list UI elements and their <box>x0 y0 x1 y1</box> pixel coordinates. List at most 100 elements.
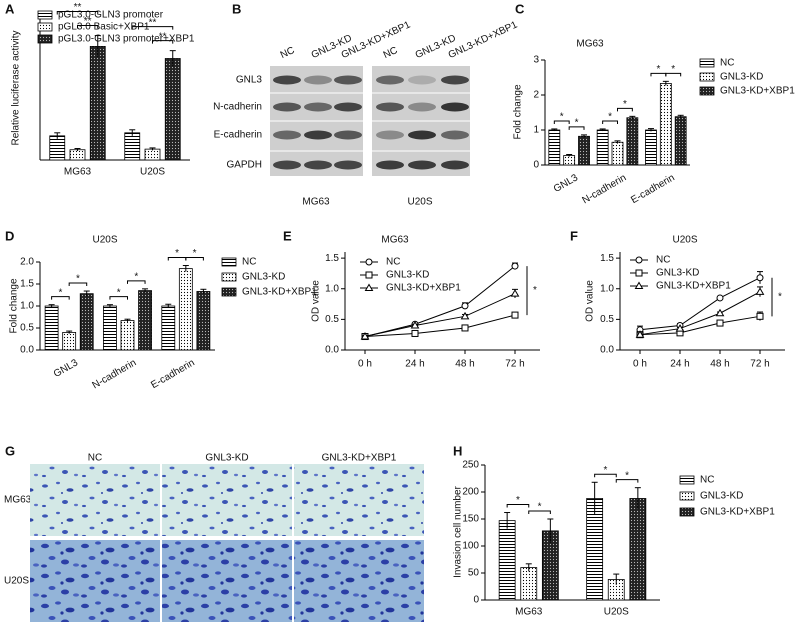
bar <box>645 129 657 166</box>
bar <box>49 135 66 161</box>
y-tick-label: 0.5 <box>325 314 339 325</box>
legend-marker <box>365 258 373 266</box>
band <box>334 130 362 140</box>
legend-label: GNL3-KD+XBP1 <box>242 287 317 298</box>
bar <box>178 268 193 351</box>
band <box>441 160 469 170</box>
line <box>639 291 761 336</box>
marker <box>461 324 469 332</box>
significance-label: * <box>603 465 607 476</box>
line <box>639 277 761 331</box>
y-axis-label: OD value <box>311 280 322 322</box>
band <box>304 75 332 85</box>
significance-label: * <box>538 502 542 513</box>
y-tick-label: 2 <box>533 90 539 101</box>
band <box>376 102 404 112</box>
bar <box>596 129 609 166</box>
y-tick-label: 1.5 <box>325 253 339 264</box>
significance-label: * <box>175 248 179 259</box>
significance-bracket <box>506 504 530 508</box>
band <box>334 160 362 170</box>
bar <box>498 520 516 601</box>
micrograph <box>162 540 292 622</box>
x-tick-label: N-cadherin <box>580 172 628 206</box>
legend-label: NC <box>242 257 256 268</box>
significance-label: ** <box>84 16 92 27</box>
legend-swatch <box>37 22 53 32</box>
x-tick-label: 72 h <box>505 359 524 370</box>
significance-label: * <box>58 287 62 298</box>
panel-letter: E <box>283 228 292 243</box>
marker <box>461 302 469 310</box>
legend-marker <box>635 256 643 264</box>
panel-letter: D <box>5 228 14 243</box>
y-tick-label: 3 <box>533 55 539 66</box>
significance-label: * <box>778 292 782 303</box>
bar <box>520 567 538 601</box>
micrograph <box>30 464 160 536</box>
line <box>639 315 761 336</box>
x-tick-label: U20S <box>604 607 629 618</box>
band <box>408 102 436 112</box>
bar <box>611 141 624 166</box>
legend-label: GNL3-KD <box>720 72 763 83</box>
lane-label: GNL3-KD+XBP1 <box>447 19 520 61</box>
marker <box>755 287 765 295</box>
y-tick-label: 0 <box>473 595 479 606</box>
y-axis-label: Fold change <box>9 278 20 333</box>
legend-label: GNL3-KD+XBP1 <box>386 283 461 294</box>
marker <box>635 330 645 338</box>
x-tick-label: E-cadherin <box>629 172 676 206</box>
band <box>334 102 362 112</box>
micrograph-panel: G <box>5 443 15 458</box>
bar <box>563 155 576 166</box>
significance-label: * <box>134 271 138 282</box>
band <box>273 102 301 112</box>
significance-bracket <box>152 40 174 44</box>
marker <box>360 332 370 340</box>
significance-label: * <box>533 285 537 296</box>
legend-swatch <box>679 507 695 517</box>
significance-bracket <box>617 107 633 112</box>
legend-label: pGL3.0-GLN3 promoter <box>58 10 164 21</box>
band <box>441 130 469 140</box>
micrograph <box>294 464 424 536</box>
band <box>376 130 404 140</box>
legend-swatch <box>221 272 237 282</box>
group-label: NC <box>88 453 102 464</box>
y-tick-label: 50 <box>468 568 480 579</box>
y-tick-label: 0.5 <box>600 314 614 325</box>
cell-line-label: MG63 <box>302 197 330 208</box>
y-tick-label: 1.5 <box>600 253 614 264</box>
significance-label: * <box>193 248 197 259</box>
significance-bracket <box>127 280 146 284</box>
band <box>441 102 469 112</box>
bar <box>124 132 141 161</box>
significance-bracket <box>602 120 618 124</box>
panel-letter: B <box>232 1 241 16</box>
micrograph <box>162 464 292 536</box>
panel-letter: A <box>5 1 15 16</box>
bar <box>144 148 161 161</box>
x-tick-label: 0 h <box>358 359 372 370</box>
legend-label: GNL3-KD <box>242 272 285 283</box>
significance-label: * <box>76 274 80 285</box>
group-label: GNL3-KD <box>205 453 248 464</box>
lane-label: NC <box>279 45 297 61</box>
x-tick-label: 24 h <box>670 359 689 370</box>
significance-bracket <box>56 11 99 15</box>
legend-marker <box>364 283 374 291</box>
y-tick-label: 1.5 <box>20 279 34 290</box>
line <box>364 314 516 338</box>
panel-letter: C <box>515 1 525 16</box>
chart-title: MG63 <box>576 39 604 50</box>
y-tick-label: 0 <box>533 160 539 171</box>
y-tick-label: 0.5 <box>20 323 34 334</box>
blot-panel: B <box>232 1 470 176</box>
legend-swatch <box>221 287 237 297</box>
marker <box>510 289 520 297</box>
legend-label: NC <box>386 257 400 268</box>
marker <box>675 324 685 332</box>
significance-bracket <box>77 25 99 29</box>
protein-label: GAPDH <box>226 160 262 171</box>
